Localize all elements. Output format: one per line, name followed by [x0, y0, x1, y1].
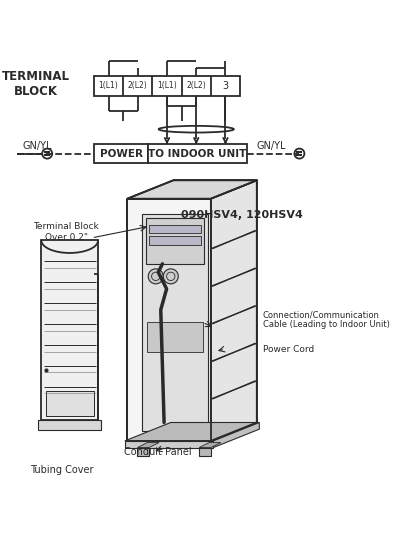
Bar	[199, 448, 211, 456]
Polygon shape	[214, 422, 259, 448]
Bar	[125, 441, 214, 448]
Bar	[147, 322, 203, 352]
Text: POWER: POWER	[100, 148, 143, 159]
Text: Tubing Cover: Tubing Cover	[30, 465, 94, 475]
Bar	[94, 144, 148, 163]
Bar	[142, 214, 208, 431]
Polygon shape	[211, 180, 257, 441]
Bar	[138, 448, 149, 456]
Circle shape	[163, 269, 178, 284]
Bar	[149, 236, 201, 244]
Bar	[94, 76, 240, 96]
Circle shape	[148, 269, 163, 284]
Text: Power Cord: Power Cord	[263, 345, 314, 354]
Text: Connection/Communication
Cable (Leading to Indoor Unit): Connection/Communication Cable (Leading …	[263, 310, 390, 330]
Polygon shape	[127, 180, 257, 199]
Polygon shape	[125, 422, 259, 441]
Bar	[148, 144, 247, 163]
Text: TO INDOOR UNIT: TO INDOOR UNIT	[148, 148, 247, 159]
Polygon shape	[199, 443, 221, 448]
Text: GN/YL: GN/YL	[256, 141, 286, 151]
Text: 2(L2): 2(L2)	[186, 81, 206, 91]
Text: 2(L2): 2(L2)	[128, 81, 148, 91]
Text: Terminal Block
Over 0.2": Terminal Block Over 0.2"	[33, 222, 99, 242]
Text: GN/YL: GN/YL	[22, 141, 52, 151]
Text: Conduit Panel: Conduit Panel	[125, 446, 192, 457]
Polygon shape	[138, 443, 159, 448]
Text: TERMINAL
BLOCK: TERMINAL BLOCK	[2, 70, 69, 98]
Bar	[146, 218, 204, 264]
Bar	[38, 420, 102, 430]
Polygon shape	[41, 241, 98, 420]
Polygon shape	[127, 199, 211, 441]
Text: 090HSV4, 120HSV4: 090HSV4, 120HSV4	[181, 211, 303, 220]
Text: 3: 3	[223, 81, 229, 91]
Text: 1(L1): 1(L1)	[157, 81, 177, 91]
Bar	[46, 391, 94, 416]
Bar	[149, 225, 201, 233]
Text: 1(L1): 1(L1)	[98, 81, 119, 91]
